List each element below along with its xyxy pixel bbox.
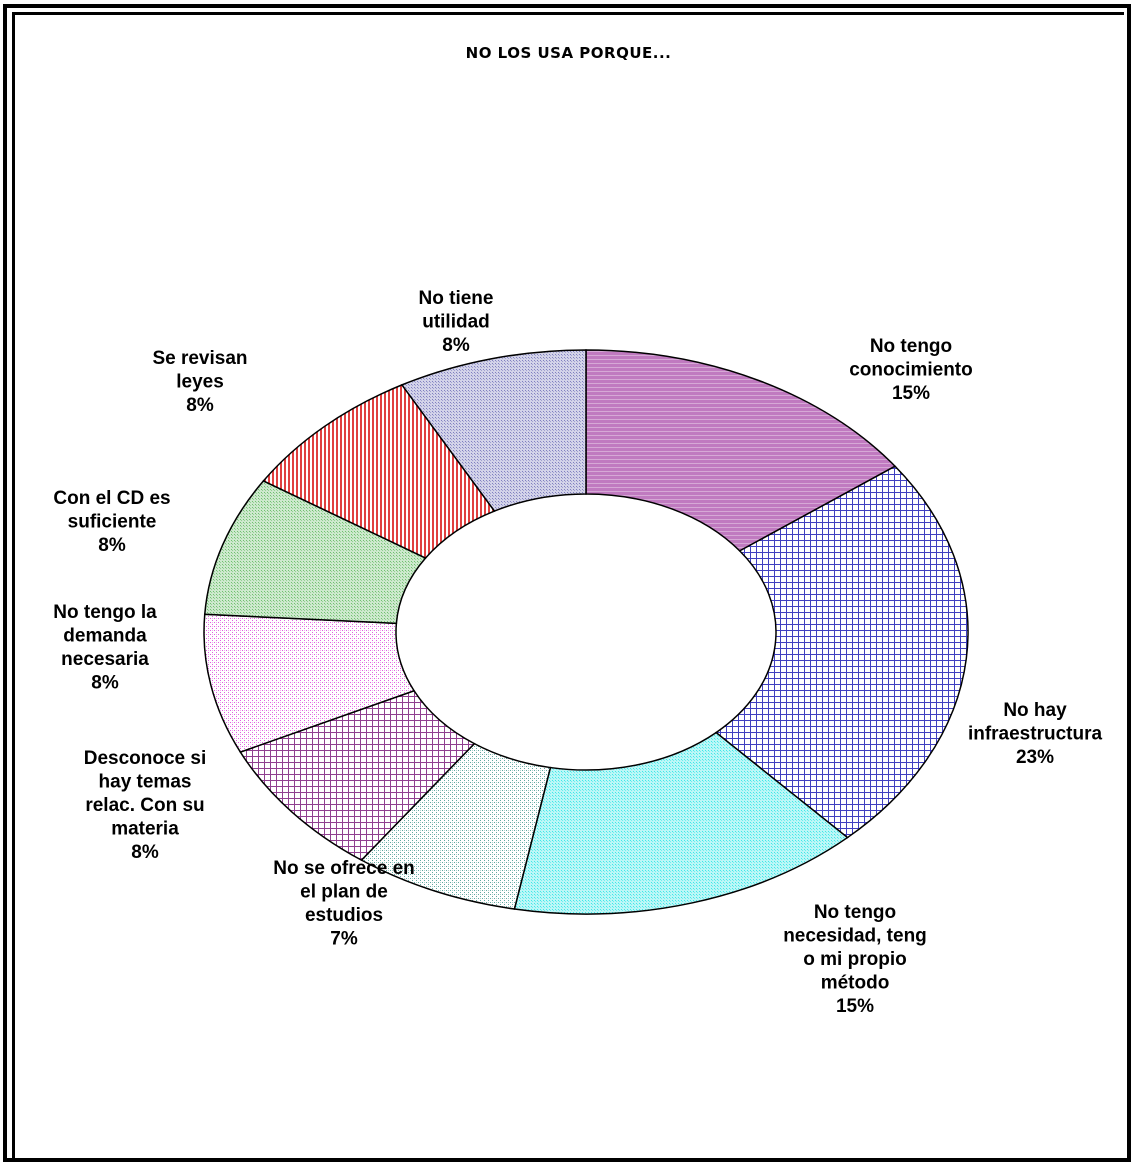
slice-label: Con el CD es suficiente 8% [53,488,170,556]
slice-label: No tiene utilidad 8% [419,288,494,356]
slice-label: No tengo conocimiento 15% [849,336,973,404]
slice-label: No tengo necesidad, teng o mi propio método… [783,902,927,1017]
slice-label: No hay infraestructura 23% [968,700,1103,768]
slice-label: No tengo la demanda necesaria 8% [53,602,157,694]
chart-title: NO LOS USA PORQUE... [465,44,672,62]
slice-label: Desconoce si hay temas relac. Con su materi… [84,748,207,863]
slice-label: Se revisan leyes 8% [152,348,247,416]
chart-frame-inner [12,12,1124,1162]
donut-slice [400,349,587,512]
donut-slice [513,731,849,915]
chart-frame [3,4,1131,1162]
slice-label: No se ofrece en el plan de estudios 7% [273,858,415,950]
donut-slice [714,465,969,839]
donut-slice [585,349,897,552]
